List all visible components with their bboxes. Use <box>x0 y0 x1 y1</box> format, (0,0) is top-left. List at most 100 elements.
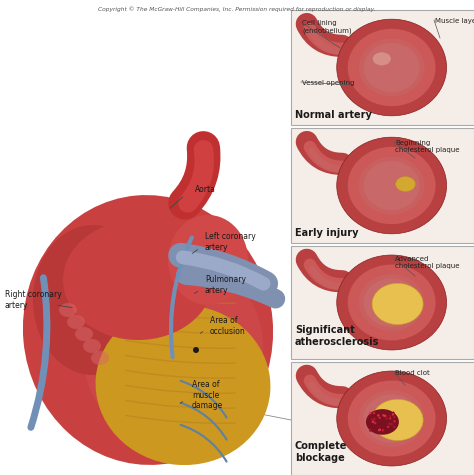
Ellipse shape <box>377 414 380 417</box>
Ellipse shape <box>392 413 394 416</box>
Ellipse shape <box>389 417 392 419</box>
Ellipse shape <box>373 417 376 419</box>
Text: Aorta: Aorta <box>195 186 216 194</box>
FancyArrowPatch shape <box>185 148 204 203</box>
Ellipse shape <box>373 52 391 66</box>
FancyArrowPatch shape <box>126 295 235 303</box>
Ellipse shape <box>392 411 395 414</box>
Text: Area of
muscle
damage: Area of muscle damage <box>192 380 223 410</box>
Ellipse shape <box>384 414 386 417</box>
Ellipse shape <box>388 422 391 425</box>
FancyArrowPatch shape <box>31 278 47 428</box>
Bar <box>291 10 474 125</box>
Ellipse shape <box>83 339 101 353</box>
Ellipse shape <box>337 255 447 350</box>
Ellipse shape <box>364 43 419 92</box>
Text: Cell lining
(endothelium): Cell lining (endothelium) <box>302 20 352 34</box>
Ellipse shape <box>388 415 391 418</box>
Ellipse shape <box>364 394 419 443</box>
Bar <box>0 60 292 475</box>
Ellipse shape <box>364 161 419 210</box>
Text: Normal artery: Normal artery <box>295 110 372 120</box>
FancyArrowPatch shape <box>312 269 345 286</box>
Ellipse shape <box>369 412 371 415</box>
Ellipse shape <box>378 429 381 431</box>
Ellipse shape <box>374 416 377 418</box>
FancyArrowPatch shape <box>186 275 275 299</box>
FancyArrowPatch shape <box>181 256 265 284</box>
Ellipse shape <box>359 157 425 215</box>
Ellipse shape <box>348 380 436 456</box>
Ellipse shape <box>383 429 386 432</box>
Ellipse shape <box>91 351 109 365</box>
Ellipse shape <box>359 390 425 447</box>
FancyArrowPatch shape <box>188 150 204 203</box>
FancyArrowPatch shape <box>312 33 345 51</box>
Ellipse shape <box>348 147 436 224</box>
Text: Right coronary
artery: Right coronary artery <box>5 290 62 310</box>
Ellipse shape <box>387 426 390 428</box>
FancyArrowPatch shape <box>307 376 342 397</box>
FancyArrowPatch shape <box>126 341 235 348</box>
Ellipse shape <box>393 416 395 418</box>
Ellipse shape <box>168 215 248 305</box>
Ellipse shape <box>371 418 374 421</box>
Ellipse shape <box>23 195 273 465</box>
FancyArrowPatch shape <box>171 238 192 357</box>
Ellipse shape <box>337 371 447 466</box>
FancyArrowPatch shape <box>126 416 235 423</box>
Ellipse shape <box>385 417 388 420</box>
Ellipse shape <box>67 315 85 329</box>
FancyArrowPatch shape <box>181 381 227 418</box>
Ellipse shape <box>364 278 419 327</box>
Text: Muscle layer: Muscle layer <box>435 18 474 24</box>
Bar <box>291 246 474 359</box>
Ellipse shape <box>33 225 153 375</box>
Text: Complete
blockage: Complete blockage <box>295 441 347 463</box>
Ellipse shape <box>382 429 384 432</box>
FancyArrowPatch shape <box>126 385 235 393</box>
Ellipse shape <box>379 428 381 431</box>
Ellipse shape <box>369 415 372 418</box>
FancyArrowPatch shape <box>307 142 342 164</box>
Ellipse shape <box>393 420 396 423</box>
Ellipse shape <box>369 429 372 431</box>
Ellipse shape <box>390 423 393 426</box>
Ellipse shape <box>378 417 381 419</box>
FancyArrowPatch shape <box>181 425 227 462</box>
FancyArrowPatch shape <box>310 381 344 400</box>
FancyArrowPatch shape <box>126 400 235 408</box>
Ellipse shape <box>396 177 415 191</box>
Ellipse shape <box>388 415 391 418</box>
FancyArrowPatch shape <box>307 24 342 46</box>
Ellipse shape <box>359 274 425 331</box>
Ellipse shape <box>337 137 447 234</box>
Text: Advanced
cholesterol plaque: Advanced cholesterol plaque <box>395 256 459 269</box>
Ellipse shape <box>369 429 372 432</box>
Ellipse shape <box>63 220 213 340</box>
FancyArrowPatch shape <box>312 385 345 402</box>
Ellipse shape <box>75 327 93 341</box>
Text: Vessel opening: Vessel opening <box>302 80 355 86</box>
Ellipse shape <box>373 418 375 421</box>
Text: Area of
occlusion: Area of occlusion <box>210 316 246 336</box>
Ellipse shape <box>382 414 385 417</box>
Ellipse shape <box>373 412 375 414</box>
FancyArrowPatch shape <box>126 280 235 288</box>
Ellipse shape <box>359 38 425 96</box>
FancyArrowPatch shape <box>310 265 344 285</box>
Ellipse shape <box>384 415 386 417</box>
FancyArrowPatch shape <box>126 311 235 318</box>
Text: Left coronary
artery: Left coronary artery <box>205 232 256 252</box>
FancyArrowPatch shape <box>312 151 345 169</box>
Bar <box>291 128 474 243</box>
FancyArrowPatch shape <box>126 370 235 378</box>
Text: Copyright © The McGraw-Hill Companies, Inc. Permission required for reproduction: Copyright © The McGraw-Hill Companies, I… <box>98 6 376 12</box>
Ellipse shape <box>366 409 399 435</box>
Ellipse shape <box>377 425 379 428</box>
FancyArrowPatch shape <box>310 29 344 49</box>
Text: Blood clot: Blood clot <box>395 370 430 376</box>
FancyArrowPatch shape <box>126 325 235 333</box>
Ellipse shape <box>393 426 395 428</box>
Ellipse shape <box>337 19 447 116</box>
